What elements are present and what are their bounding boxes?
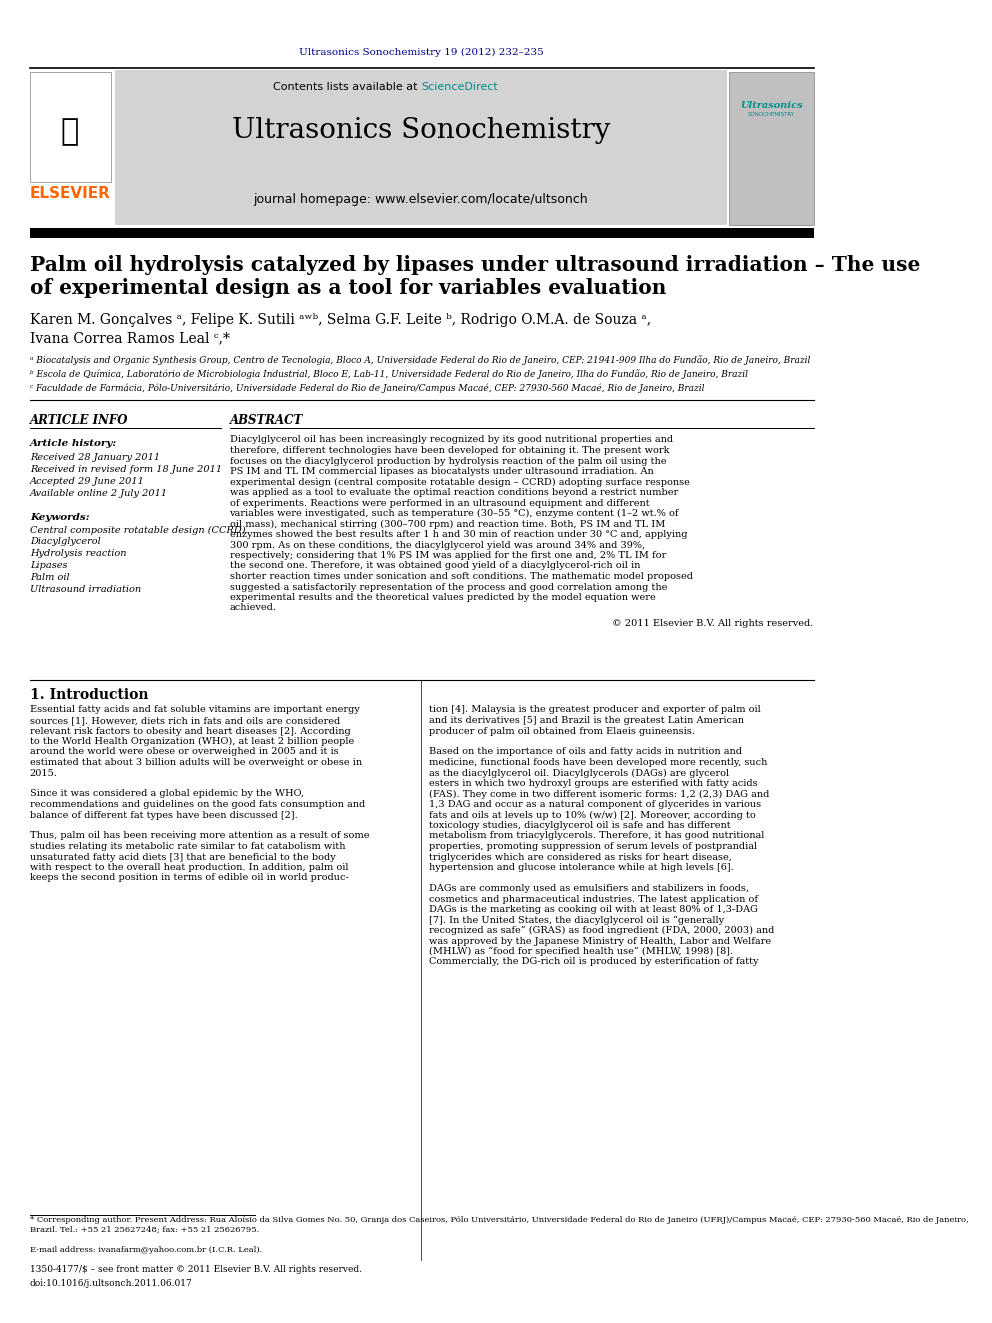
Text: Ultrasonics: Ultrasonics [740,101,803,110]
Text: (MHLW) as “food for specified health use” (MHLW, 1998) [8].: (MHLW) as “food for specified health use… [430,947,733,957]
Text: 2015.: 2015. [30,769,58,778]
Text: Based on the importance of oils and fatty acids in nutrition and: Based on the importance of oils and fatt… [430,747,742,757]
Text: the second one. Therefore, it was obtained good yield of a diacylglycerol-rich o: the second one. Therefore, it was obtain… [229,561,640,570]
Text: Karen M. Gonçalves ᵃ, Felipe K. Sutili ᵃʷᵇ, Selma G.F. Leite ᵇ, Rodrigo O.M.A. d: Karen M. Gonçalves ᵃ, Felipe K. Sutili ᵃ… [30,314,651,327]
Text: ABSTRACT: ABSTRACT [229,414,303,426]
Text: ᵃ Biocatalysis and Organic Synthesis Group, Centro de Tecnologia, Bloco A, Unive: ᵃ Biocatalysis and Organic Synthesis Gro… [30,355,810,365]
Text: (FAS). They come in two different isomeric forms: 1,2 (2,3) DAG and: (FAS). They come in two different isomer… [430,790,770,799]
Text: Received in revised form 18 June 2011: Received in revised form 18 June 2011 [30,464,222,474]
Text: Ultrasonics Sonochemistry: Ultrasonics Sonochemistry [231,116,610,143]
Text: suggested a satisfactorily representation of the process and good correlation am: suggested a satisfactorily representatio… [229,582,667,591]
Text: medicine, functional foods have been developed more recently, such: medicine, functional foods have been dev… [430,758,768,767]
Text: Lipases: Lipases [30,561,67,570]
Text: Diacylglycerol oil has been increasingly recognized by its good nutritional prop: Diacylglycerol oil has been increasingly… [229,435,673,445]
Text: DAGs is the marketing as cooking oil with at least 80% of 1,3-DAG: DAGs is the marketing as cooking oil wit… [430,905,758,914]
Text: oil mass), mechanical stirring (300–700 rpm) and reaction time. Both, PS IM and : oil mass), mechanical stirring (300–700 … [229,520,665,529]
Text: of experimental design as a tool for variables evaluation: of experimental design as a tool for var… [30,278,667,298]
Text: 300 rpm. As on these conditions, the diacylglycerol yield was around 34% and 39%: 300 rpm. As on these conditions, the dia… [229,541,645,549]
Text: PS IM and TL IM commercial lipases as biocatalysts under ultrasound irradiation.: PS IM and TL IM commercial lipases as bi… [229,467,654,476]
Text: sources [1]. However, diets rich in fats and oils are considered: sources [1]. However, diets rich in fats… [30,716,340,725]
Text: to the World Health Organization (WHO), at least 2 billion people: to the World Health Organization (WHO), … [30,737,354,746]
Text: shorter reaction times under sonication and soft conditions. The mathematic mode: shorter reaction times under sonication … [229,572,692,581]
Text: journal homepage: www.elsevier.com/locate/ultsonch: journal homepage: www.elsevier.com/locat… [254,193,588,206]
Text: [7]. In the United States, the diacylglycerol oil is “generally: [7]. In the United States, the diacylgly… [430,916,724,925]
Text: Keywords:: Keywords: [30,513,89,523]
Text: Available online 2 July 2011: Available online 2 July 2011 [30,488,168,497]
Text: 🌳: 🌳 [61,118,78,147]
Text: of experiments. Reactions were performed in an ultrasound equipment and differen: of experiments. Reactions were performed… [229,499,649,508]
Text: © 2011 Elsevier B.V. All rights reserved.: © 2011 Elsevier B.V. All rights reserved… [612,619,813,628]
Text: doi:10.1016/j.ultsonch.2011.06.017: doi:10.1016/j.ultsonch.2011.06.017 [30,1278,192,1287]
Text: recognized as safe” (GRAS) as food ingredient (FDA, 2000, 2003) and: recognized as safe” (GRAS) as food ingre… [430,926,775,935]
Text: recommendations and guidelines on the good fats consumption and: recommendations and guidelines on the go… [30,800,365,808]
Text: ᵇ Escola de Química, Laboratório de Microbiologia Industrial, Bloco E, Lab-11, U: ᵇ Escola de Química, Laboratório de Micr… [30,369,748,378]
Text: triglycerides which are considered as risks for heart disease,: triglycerides which are considered as ri… [430,852,732,861]
Text: unsaturated fatty acid diets [3] that are beneficial to the body: unsaturated fatty acid diets [3] that ar… [30,852,335,861]
Text: 1. Introduction: 1. Introduction [30,688,148,703]
Text: ScienceDirect: ScienceDirect [421,82,498,93]
Text: hypertension and glucose intolerance while at high levels [6].: hypertension and glucose intolerance whi… [430,863,734,872]
Bar [30,228,813,238]
Text: Received 28 January 2011: Received 28 January 2011 [30,452,160,462]
Bar [729,71,813,225]
Text: Accepted 29 June 2011: Accepted 29 June 2011 [30,476,145,486]
Text: keeps the second position in terms of edible oil in world produc-: keeps the second position in terms of ed… [30,873,348,882]
Text: Ultrasonics Sonochemistry 19 (2012) 232–235: Ultrasonics Sonochemistry 19 (2012) 232–… [300,48,544,57]
Text: balance of different fat types have been discussed [2].: balance of different fat types have been… [30,811,298,819]
Text: metabolism from triacylglycerols. Therefore, it has good nutritional: metabolism from triacylglycerols. Theref… [430,831,765,840]
Text: Ivana Correa Ramos Leal ᶜ,*: Ivana Correa Ramos Leal ᶜ,* [30,331,229,345]
Text: DAGs are commonly used as emulsifiers and stabilizers in foods,: DAGs are commonly used as emulsifiers an… [430,884,749,893]
Text: respectively; considering that 1% PS IM was applied for the first one and, 2% TL: respectively; considering that 1% PS IM … [229,550,666,560]
Text: Thus, palm oil has been receiving more attention as a result of some: Thus, palm oil has been receiving more a… [30,831,369,840]
Text: ARTICLE INFO: ARTICLE INFO [30,414,128,426]
Text: estimated that about 3 billion adults will be overweight or obese in: estimated that about 3 billion adults wi… [30,758,362,767]
Text: Contents lists available at: Contents lists available at [273,82,421,93]
Text: variables were investigated, such as temperature (30–55 °C), enzyme content (1–2: variables were investigated, such as tem… [229,509,680,519]
Text: Palm oil hydrolysis catalyzed by lipases under ultrasound irradiation – The use: Palm oil hydrolysis catalyzed by lipases… [30,255,921,275]
Text: tion [4]. Malaysia is the greatest producer and exporter of palm oil: tion [4]. Malaysia is the greatest produ… [430,705,761,714]
Text: cosmetics and pharmaceutical industries. The latest application of: cosmetics and pharmaceutical industries.… [430,894,758,904]
Text: fats and oils at levels up to 10% (w/w) [2]. Moreover, according to: fats and oils at levels up to 10% (w/w) … [430,811,756,819]
Bar [115,70,727,225]
Text: enzymes showed the best results after 1 h and 30 min of reaction under 30 °C and: enzymes showed the best results after 1 … [229,531,687,538]
Text: 1,3 DAG and occur as a natural component of glycerides in various: 1,3 DAG and occur as a natural component… [430,800,762,808]
Text: producer of palm oil obtained from Elaeis guineensis.: producer of palm oil obtained from Elaei… [430,726,695,736]
Text: * Corresponding author. Present Address: Rua Aloísio da Silva Gomes No. 50, Gran: * Corresponding author. Present Address:… [30,1216,968,1233]
Text: ᶜ Faculdade de Farmácia, Pólo-Universitário, Universidade Federal do Rio de Jane: ᶜ Faculdade de Farmácia, Pólo-Universitá… [30,384,704,393]
Text: Commercially, the DG-rich oil is produced by esterification of fatty: Commercially, the DG-rich oil is produce… [430,958,759,967]
Text: studies relating its metabolic rate similar to fat catabolism with: studies relating its metabolic rate simi… [30,841,345,851]
Text: 1350-4177/$ – see front matter © 2011 Elsevier B.V. All rights reserved.: 1350-4177/$ – see front matter © 2011 El… [30,1266,362,1274]
Text: achieved.: achieved. [229,603,277,613]
Text: therefore, different technologies have been developed for obtaining it. The pres: therefore, different technologies have b… [229,446,669,455]
Text: relevant risk factors to obesity and heart diseases [2]. According: relevant risk factors to obesity and hea… [30,726,350,736]
Text: SONOCHEMISTRY: SONOCHEMISTRY [748,112,795,118]
Text: and its derivatives [5] and Brazil is the greatest Latin American: and its derivatives [5] and Brazil is th… [430,716,744,725]
Text: around the world were obese or overweighed in 2005 and it is: around the world were obese or overweigh… [30,747,338,757]
Bar [30,71,110,183]
Text: as the diacylglycerol oil. Diacylglycerols (DAGs) are glycerol: as the diacylglycerol oil. Diacylglycero… [430,769,729,778]
Text: focuses on the diacylglycerol production by hydrolysis reaction of the palm oil : focuses on the diacylglycerol production… [229,456,666,466]
Text: Article history:: Article history: [30,438,117,447]
Text: with respect to the overall heat production. In addition, palm oil: with respect to the overall heat product… [30,863,348,872]
Text: Diacylglycerol: Diacylglycerol [30,537,100,546]
Text: toxicology studies, diacylglycerol oil is safe and has different: toxicology studies, diacylglycerol oil i… [430,822,731,830]
Text: Essential fatty acids and fat soluble vitamins are important energy: Essential fatty acids and fat soluble vi… [30,705,360,714]
Text: Central composite rotatable design (CCRD): Central composite rotatable design (CCRD… [30,525,245,534]
Text: esters in which two hydroxyl groups are esterified with fatty acids: esters in which two hydroxyl groups are … [430,779,758,789]
Text: E-mail address: ivanafarm@yahoo.com.br (I.C.R. Leal).: E-mail address: ivanafarm@yahoo.com.br (… [30,1246,262,1254]
Text: experimental results and the theoretical values predicted by the model equation : experimental results and the theoretical… [229,593,656,602]
Text: Palm oil: Palm oil [30,573,69,582]
Text: properties, promoting suppression of serum levels of postprandial: properties, promoting suppression of ser… [430,841,758,851]
Text: was approved by the Japanese Ministry of Health, Labor and Welfare: was approved by the Japanese Ministry of… [430,937,772,946]
Text: ELSEVIER: ELSEVIER [30,187,110,201]
Text: experimental design (central composite rotatable design – CCRD) adopting surface: experimental design (central composite r… [229,478,689,487]
Text: Since it was considered a global epidemic by the WHO,: Since it was considered a global epidemi… [30,790,304,799]
Text: was applied as a tool to evaluate the optimal reaction conditions beyond a restr: was applied as a tool to evaluate the op… [229,488,678,497]
Text: Ultrasound irradiation: Ultrasound irradiation [30,586,141,594]
Text: Hydrolysis reaction: Hydrolysis reaction [30,549,126,558]
